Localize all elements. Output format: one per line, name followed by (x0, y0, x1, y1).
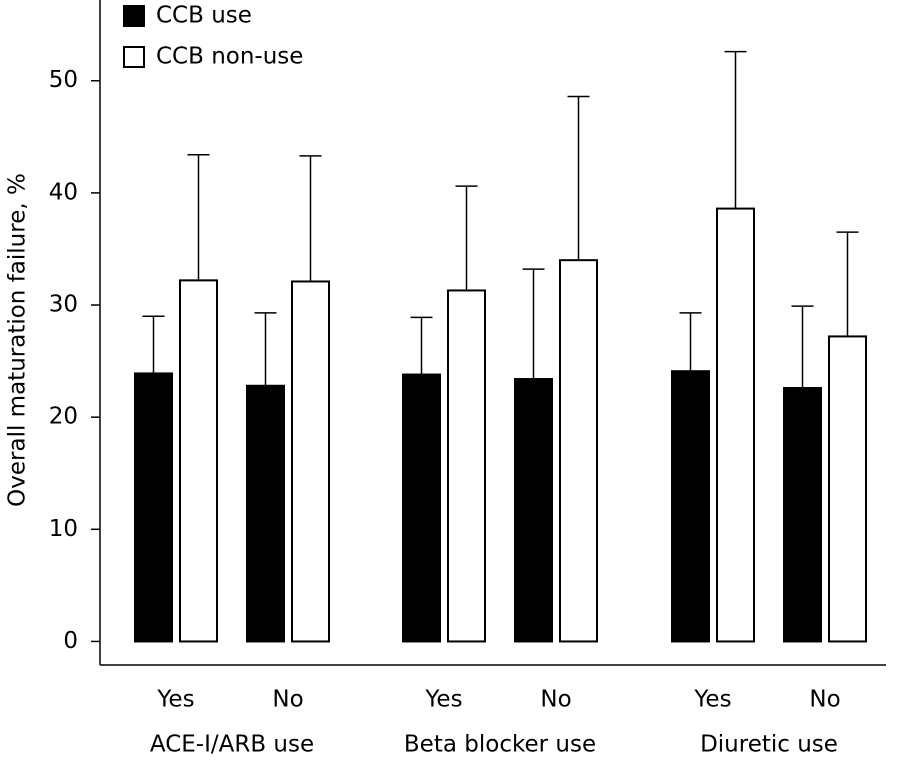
bar (402, 373, 441, 643)
bar (716, 207, 755, 643)
x-tick-label: Yes (156, 687, 194, 713)
x-tick-label: Yes (693, 687, 731, 713)
bar (828, 335, 867, 643)
legend-label: CCB non-use (156, 44, 303, 70)
x-tick-label: No (809, 687, 840, 713)
bar (179, 279, 218, 643)
x-tick-label: Yes (424, 687, 462, 713)
y-tick-label: 30 (49, 292, 78, 318)
y-axis-label: Overall maturation failure, % (5, 173, 31, 507)
legend-swatch (123, 46, 145, 68)
group-label: ACE-I/ARB use (150, 732, 314, 758)
y-tick-label: 10 (49, 516, 78, 542)
legend-swatch (123, 5, 145, 27)
bar (514, 378, 553, 643)
y-tick-label: 40 (49, 179, 78, 205)
y-tick-label: 20 (49, 404, 78, 430)
x-tick-label: No (540, 687, 571, 713)
bar (671, 370, 710, 643)
group-label: Beta blocker use (404, 732, 596, 758)
x-tick-label: No (272, 687, 303, 713)
bar (783, 387, 822, 643)
bar (246, 384, 285, 643)
bar (559, 259, 598, 643)
bar (447, 289, 486, 643)
bar (291, 280, 330, 643)
legend-label: CCB use (156, 3, 252, 29)
y-tick-label: 0 (63, 628, 78, 654)
bar (134, 372, 173, 643)
group-label: Diuretic use (700, 732, 838, 758)
y-tick-label: 50 (49, 67, 78, 93)
